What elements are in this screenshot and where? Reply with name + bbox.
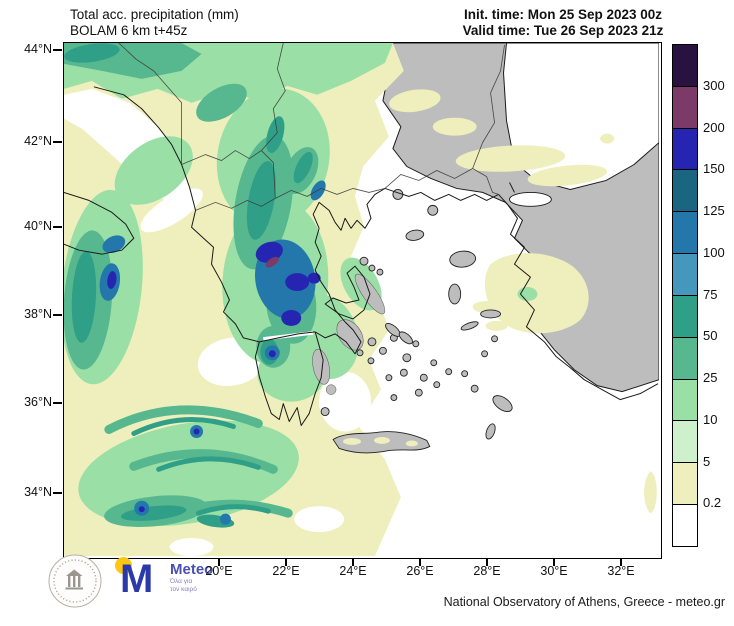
lon-tick	[419, 558, 421, 566]
colorbar-segment	[673, 378, 697, 421]
lon-tick	[352, 558, 354, 566]
lon-axis-label: 24°E	[339, 564, 367, 578]
lat-tick	[53, 141, 62, 143]
init-time: Init. time: Mon 25 Sep 2023 00z	[463, 7, 663, 22]
meteo-logo: M Meteo Όλα για τον καιρό	[112, 556, 213, 602]
colorbar-tick-label: 25	[703, 370, 718, 385]
coastlines-layer	[64, 86, 659, 427]
colorbar-segment	[673, 420, 697, 463]
colorbar-tick-label: 300	[703, 77, 725, 93]
colorbar-tick-label: 5	[703, 453, 711, 469]
colorbar-tick-label: 150	[703, 161, 725, 177]
lon-axis-label: 20°E	[205, 564, 233, 578]
credit-text: National Observatory of Athens, Greece -…	[443, 595, 725, 609]
colorbar-segment	[673, 127, 697, 170]
lat-tick	[53, 402, 62, 404]
valid-time: Valid time: Tue 26 Sep 2023 21z	[462, 23, 664, 38]
lat-axis-label: 44°N	[24, 42, 52, 56]
colorbar-tick-label: 0.2	[703, 495, 722, 511]
lon-axis-label: 22°E	[272, 564, 300, 578]
colorbar-segment	[673, 169, 697, 212]
meteo-monogram: M	[112, 556, 164, 602]
lon-tick	[218, 558, 220, 566]
colorbar-tick-label: 125	[703, 203, 725, 218]
lat-axis-label: 36°N	[24, 395, 52, 409]
lon-tick	[285, 558, 287, 566]
map-canvas	[64, 43, 659, 556]
title-line-2: BOLAM 6 km t+45z	[70, 23, 188, 38]
borders-layer	[118, 43, 505, 211]
lat-axis-label: 34°N	[24, 485, 52, 499]
lon-tick	[620, 558, 622, 566]
colorbar-segment	[673, 211, 697, 254]
lon-axis-label: 30°E	[540, 564, 568, 578]
colorbar-segment	[673, 504, 697, 546]
colorbar-segment	[673, 294, 697, 337]
colorbar-tick-label: 75	[703, 286, 718, 302]
precipitation-layer	[64, 43, 657, 556]
lon-tick	[553, 558, 555, 566]
lat-axis-label: 40°N	[24, 219, 52, 233]
lon-axis-label: 32°E	[607, 564, 635, 578]
colorbar-tick-label: 10	[703, 411, 718, 427]
lat-tick	[53, 226, 62, 228]
model-times: Init. time: Mon 25 Sep 2023 00z Valid ti…	[443, 7, 683, 39]
chart-title: Total acc. precipitation (mm) BOLAM 6 km…	[70, 7, 239, 39]
colorbar-segment	[673, 45, 697, 86]
noa-seal-logo	[46, 552, 104, 610]
lat-tick	[53, 49, 62, 51]
lon-axis-label: 26°E	[406, 564, 434, 578]
lon-tick	[486, 558, 488, 566]
colorbar-tick-label: 50	[703, 328, 718, 344]
colorbar-tick-label: 100	[703, 244, 725, 260]
colorbar-tick-label: 200	[703, 119, 725, 135]
lat-axis-label: 38°N	[24, 307, 52, 321]
map-plot-area	[63, 42, 662, 559]
colorbar-segment	[673, 336, 697, 379]
title-line-1: Total acc. precipitation (mm)	[70, 7, 239, 22]
meteo-sun-icon	[115, 557, 132, 574]
lon-axis-label: 28°E	[473, 564, 501, 578]
colorbar-segment	[673, 85, 697, 128]
precipitation-colorbar	[672, 44, 698, 547]
colorbar-segment	[673, 462, 697, 505]
islands-layer	[312, 188, 513, 454]
lat-axis-label: 42°N	[24, 134, 52, 148]
meteo-wordmark: Meteo Όλα για τον καιρό	[170, 561, 214, 593]
colorbar-segment	[673, 253, 697, 295]
lat-tick	[53, 492, 62, 494]
lat-tick	[53, 314, 62, 316]
